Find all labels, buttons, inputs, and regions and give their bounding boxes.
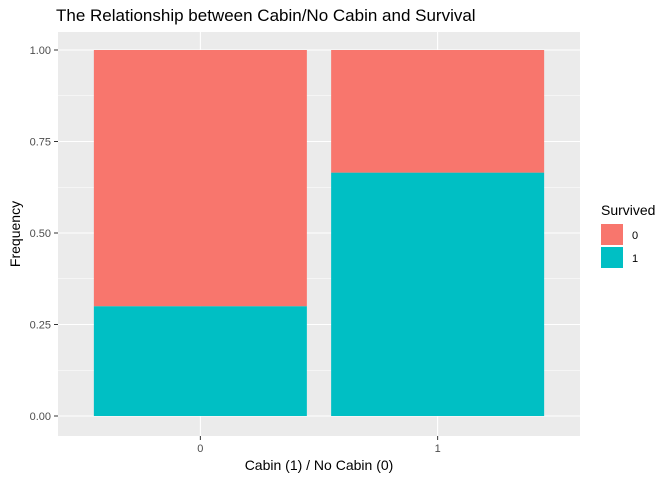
legend-key-1 xyxy=(601,247,623,268)
legend-label-1: 1 xyxy=(632,253,638,265)
x-tick-label: 1 xyxy=(435,443,441,455)
y-tick-label: 0.50 xyxy=(30,228,51,240)
chart-title: The Relationship between Cabin/No Cabin … xyxy=(56,6,476,25)
y-axis-ticks: 0.00 0.25 0.50 0.75 1.00 xyxy=(30,45,58,423)
legend-title: Survived xyxy=(601,202,655,218)
bar-segment-survived-0-cabin-0 xyxy=(93,50,307,307)
legend: Survived 0 1 xyxy=(601,202,655,268)
bar-segment-survived-0-cabin-1 xyxy=(331,50,545,173)
bars xyxy=(93,50,545,416)
bar-segment-survived-1-cabin-1 xyxy=(331,172,545,416)
y-tick-label: 1.00 xyxy=(30,45,51,57)
bar-segment-survived-1-cabin-0 xyxy=(93,306,307,416)
y-tick-label: 0.25 xyxy=(30,320,51,332)
y-tick-label: 0.75 xyxy=(30,137,51,149)
legend-label-0: 0 xyxy=(632,230,638,242)
x-tick-label: 0 xyxy=(197,443,203,455)
y-axis-title: Frequency xyxy=(7,201,23,267)
legend-key-0 xyxy=(601,224,623,245)
y-tick-label: 0.00 xyxy=(30,411,51,423)
x-axis-title: Cabin (1) / No Cabin (0) xyxy=(245,457,394,473)
